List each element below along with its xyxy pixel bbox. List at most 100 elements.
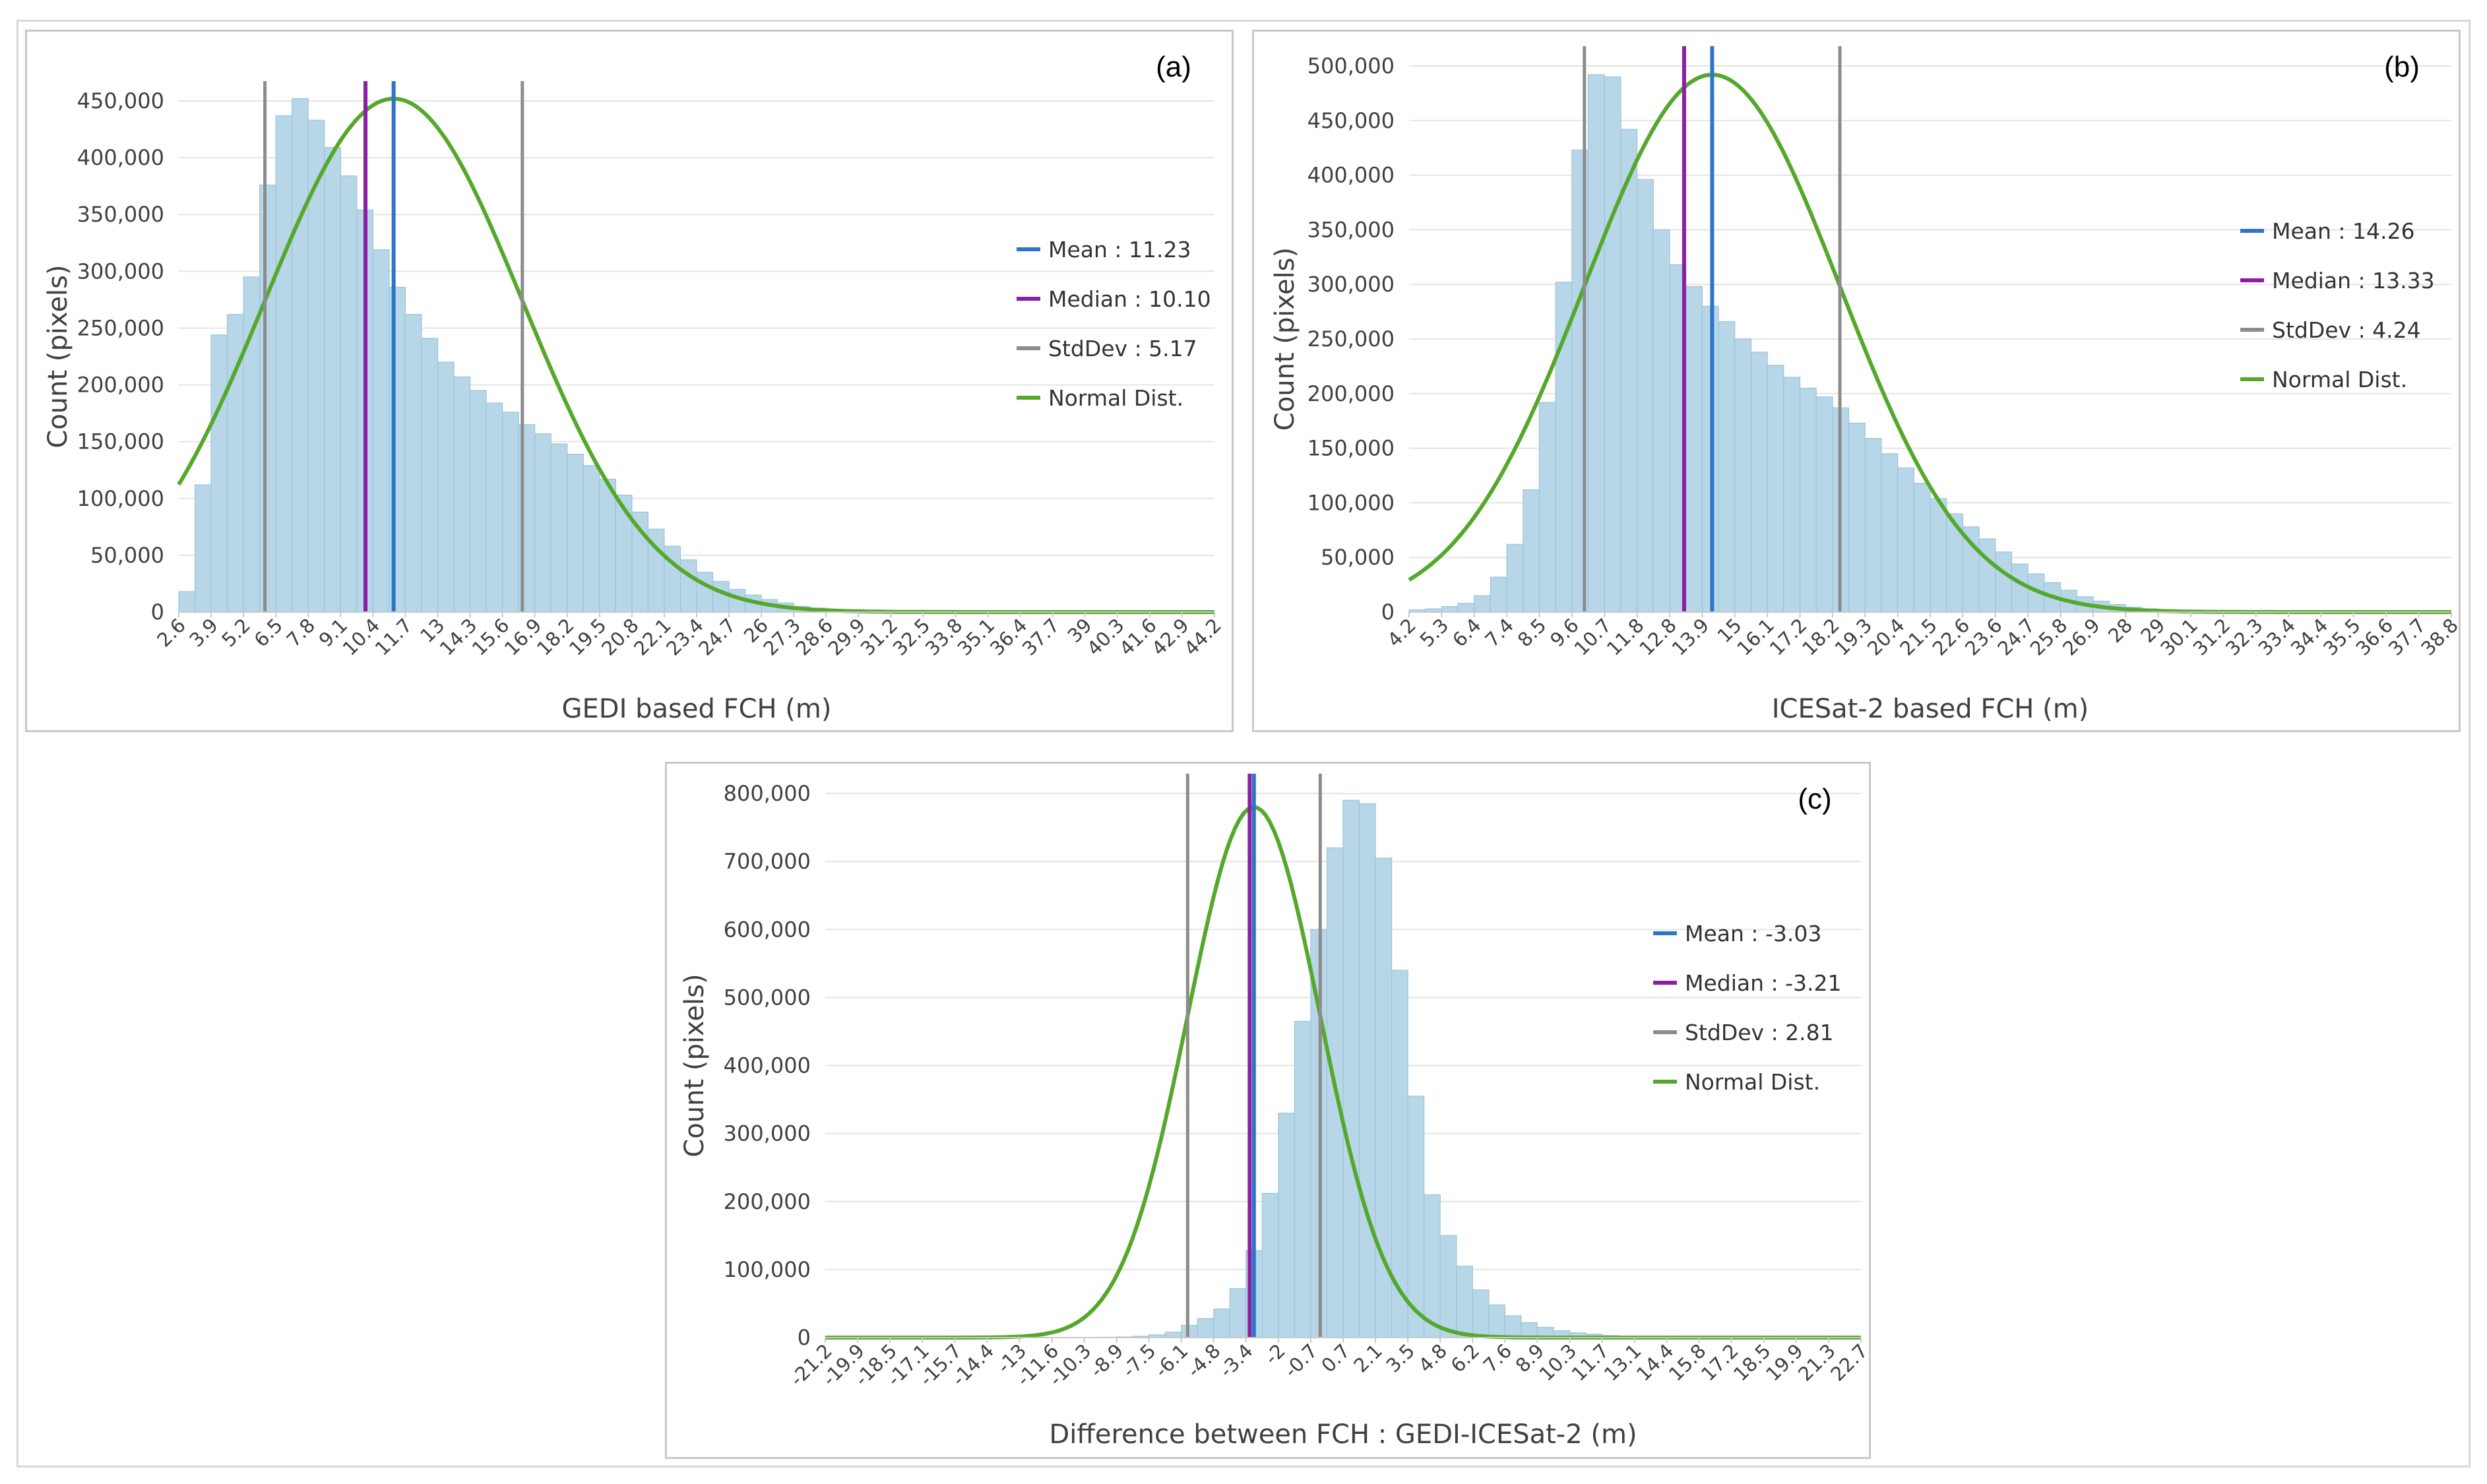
- histogram-bar: [1783, 377, 1801, 613]
- histogram-bar: [1995, 551, 2013, 613]
- x-tick-label: -8.9: [1085, 1340, 1127, 1382]
- histogram-bar: [1587, 74, 1605, 613]
- histogram-bar: [1441, 606, 1459, 613]
- histogram-bar: [1504, 1315, 1522, 1338]
- histogram-bar: [324, 147, 341, 613]
- x-tick-label: -6.1: [1150, 1340, 1193, 1382]
- y-tick-label: 100,000: [724, 1257, 811, 1282]
- histogram-bar: [534, 433, 551, 613]
- histogram-bar: [1555, 282, 1573, 613]
- legend-label: Mean : 11.23: [1048, 237, 1191, 263]
- histogram-bar: [1962, 526, 1980, 613]
- panel-label: (c): [1798, 783, 1831, 815]
- histogram-bar: [1734, 338, 1752, 613]
- y-tick-label: 150,000: [77, 429, 164, 454]
- histogram-bar: [421, 338, 439, 613]
- histogram-bar: [404, 314, 422, 613]
- histogram-bar: [1620, 129, 1638, 613]
- histogram-bar: [1278, 1113, 1296, 1338]
- x-tick-label: 28: [2104, 614, 2137, 647]
- y-tick-label: 200,000: [724, 1189, 811, 1214]
- histogram-panel-c: 0 100,000 200,000 300,000 400,000 500,000 600,…: [665, 762, 1871, 1459]
- histogram-bar: [1718, 321, 1736, 613]
- y-tick-label: 350,000: [77, 202, 164, 227]
- y-tick-label: 350,000: [1307, 217, 1395, 242]
- histogram-bar: [1637, 179, 1654, 613]
- x-tick-label: -0.7: [1280, 1340, 1322, 1382]
- histogram-panel-a: 0 50,000 100,000 150,000 200,000 250,000 300,0…: [25, 30, 1234, 732]
- y-tick-label: 400,000: [77, 145, 164, 170]
- histogram-bar: [1457, 603, 1475, 613]
- legend-label: Mean : 14.26: [2272, 218, 2414, 244]
- y-tick-label: 250,000: [77, 315, 164, 340]
- y-tick-label: 0: [151, 600, 164, 625]
- histogram-bar: [486, 402, 503, 613]
- histogram-bar: [1181, 1324, 1198, 1338]
- histogram-bar: [679, 559, 697, 613]
- histogram-bar: [2011, 563, 2029, 613]
- histogram-bar: [1913, 482, 1931, 613]
- x-axis-title: GEDI based FCH (m): [562, 694, 832, 724]
- x-tick-label: 8.5: [1513, 614, 1551, 652]
- y-tick-label: 600,000: [724, 917, 811, 942]
- x-tick-label: 3.9: [185, 614, 222, 652]
- x-tick-label: 6.4: [1448, 614, 1486, 652]
- y-axis-title: Count (pixels): [1270, 247, 1300, 431]
- x-tick-label: 7.6: [1479, 1340, 1517, 1377]
- histogram-bar: [292, 98, 309, 613]
- y-tick-label: 450,000: [77, 88, 164, 113]
- histogram-bar: [615, 495, 633, 613]
- histogram-bar: [1767, 365, 1784, 613]
- histogram-bar: [1521, 1322, 1538, 1338]
- histogram-bar: [1897, 467, 1914, 613]
- x-tick-label: 0.7: [1317, 1340, 1354, 1377]
- histogram-bar: [469, 390, 487, 613]
- legend-label: Normal Dist.: [1048, 385, 1183, 411]
- y-tick-label: 150,000: [1307, 436, 1395, 461]
- y-tick-label: 300,000: [724, 1121, 811, 1146]
- histogram-bar: [582, 465, 600, 613]
- histogram-bar: [1261, 1192, 1279, 1338]
- histogram-bar: [1750, 352, 1768, 613]
- histogram-bar: [567, 454, 584, 613]
- y-tick-label: 300,000: [77, 259, 164, 284]
- x-tick-label: 38.8: [2416, 614, 2459, 660]
- histogram-bar: [1342, 799, 1360, 1338]
- legend-label: StdDev : 5.17: [1048, 336, 1197, 361]
- legend-label: StdDev : 2.81: [1685, 1020, 1834, 1045]
- y-tick-label: 400,000: [724, 1053, 811, 1078]
- histogram-bar: [275, 115, 293, 613]
- histogram-bar: [226, 314, 244, 613]
- histogram-bar: [1424, 1194, 1441, 1338]
- x-axis-title: ICESat-2 based FCH (m): [1772, 694, 2089, 724]
- panel-label: (a): [1156, 51, 1191, 83]
- histogram-bar: [307, 119, 325, 613]
- histogram-bar: [550, 443, 568, 613]
- x-tick-label: 6.5: [249, 614, 287, 652]
- histogram-c-svg: 0 100,000 200,000 300,000 400,000 500,000 600,…: [679, 774, 1869, 1450]
- y-tick-label: 200,000: [77, 373, 164, 398]
- x-tick-label: 2.1: [1349, 1340, 1387, 1377]
- histogram-bar: [243, 276, 261, 613]
- histogram-bar: [1294, 1020, 1311, 1338]
- y-tick-label: 700,000: [724, 849, 811, 874]
- histogram-bar: [194, 484, 212, 613]
- x-tick-label: 11.7: [371, 614, 417, 660]
- figure-frame: [16, 20, 2471, 1468]
- histogram-bar: [178, 591, 196, 613]
- y-tick-label: 450,000: [1307, 108, 1395, 133]
- histogram-bar: [340, 175, 358, 613]
- y-tick-label: 50,000: [90, 543, 164, 568]
- x-tick-label: 22.7: [1826, 1340, 1869, 1386]
- histogram-bar: [1164, 1332, 1182, 1338]
- x-tick-label: 5.2: [217, 614, 255, 652]
- histogram-bar: [1506, 543, 1524, 613]
- histogram-bar: [1930, 498, 1947, 613]
- y-axis-title: Count (pixels): [43, 264, 73, 448]
- panel-label: (b): [2384, 51, 2420, 83]
- histogram-bar: [1978, 538, 1996, 613]
- histogram-bar: [1538, 402, 1556, 613]
- histogram-bar: [502, 412, 519, 613]
- x-tick-label: 24.7: [694, 614, 740, 660]
- histogram-bar: [1685, 286, 1703, 613]
